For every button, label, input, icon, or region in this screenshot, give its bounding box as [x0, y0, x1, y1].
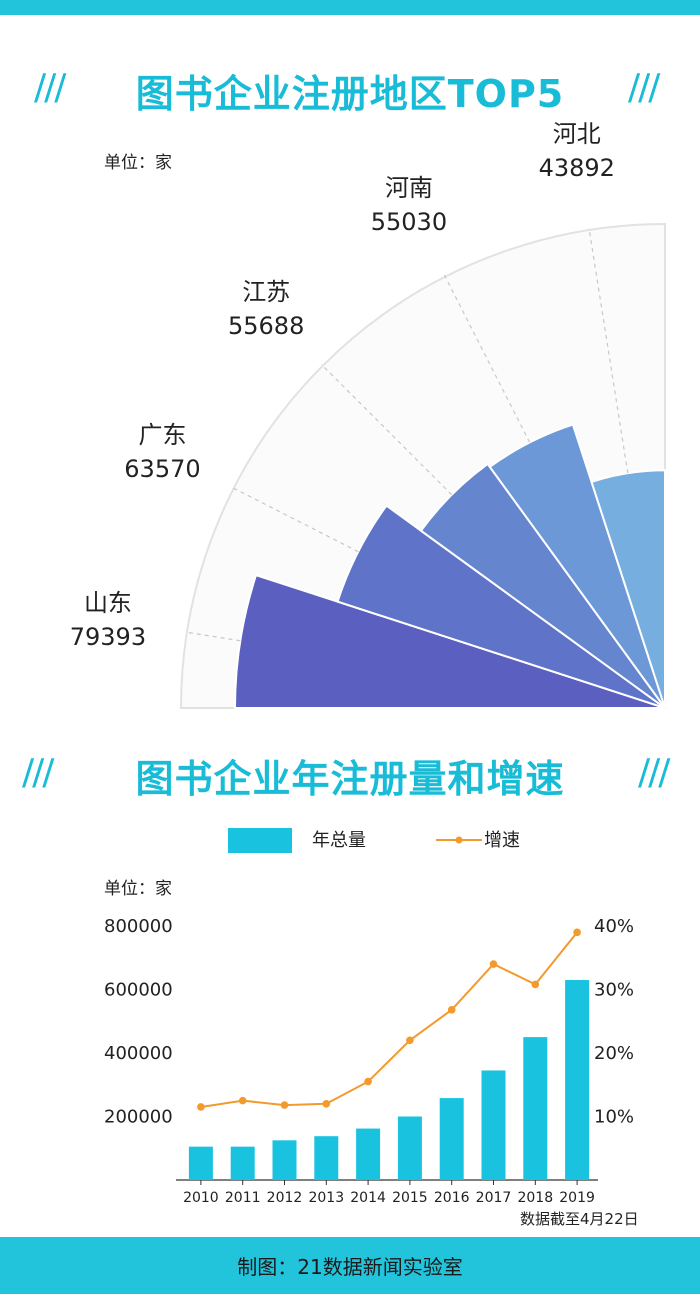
region-label-河北: 河北 43892	[517, 117, 637, 185]
y-tick-label: 400000	[104, 1043, 173, 1064]
bar-2013	[314, 1136, 339, 1180]
x-tick-label: 2019	[559, 1190, 595, 1206]
y2-tick-label: 30%	[594, 980, 634, 1001]
growth-point-2011	[238, 1096, 247, 1105]
title2-slashes-left: ///	[22, 752, 54, 793]
x-tick-label: 2018	[517, 1190, 553, 1206]
region-value: 79393	[69, 622, 147, 651]
bar-2016	[439, 1098, 464, 1180]
growth-point-2016	[447, 1006, 456, 1014]
annual-title-text: 图书企业年注册量和增速	[135, 757, 565, 801]
growth-point-2019	[573, 928, 581, 937]
region-label-江苏: 江苏 55688	[206, 275, 326, 343]
region-label-河南: 河南 55030	[349, 171, 469, 239]
bar-2012	[272, 1140, 297, 1180]
rose-wedge-江苏	[419, 462, 666, 709]
growth-point-2014	[364, 1077, 372, 1086]
region-name: 广东	[138, 420, 187, 449]
y-tick-label: 200000	[104, 1107, 173, 1128]
region-value: 55688	[228, 312, 305, 341]
region-name: 河北	[552, 119, 601, 148]
title-slashes-left: ///	[34, 67, 66, 108]
growth-point-2013	[322, 1100, 331, 1108]
region-name: 江苏	[242, 278, 291, 307]
x-tick-label: 2010	[183, 1190, 219, 1206]
x-tick-label: 2016	[434, 1190, 470, 1206]
y2-tick-label: 40%	[594, 916, 634, 937]
bar-2019	[565, 979, 590, 1180]
title-slashes-right: ///	[628, 67, 660, 108]
legend-line-swatch	[436, 836, 482, 844]
bar-2011	[230, 1146, 255, 1180]
legend-line-label: 增速	[484, 830, 520, 851]
top-accent-bar	[0, 0, 700, 15]
top5-title-text: 图书企业注册地区TOP5	[135, 72, 565, 116]
bar-2018	[523, 1037, 548, 1180]
region-value: 63570	[124, 454, 201, 483]
bar-2015	[397, 1116, 422, 1180]
bar-2014	[356, 1128, 381, 1180]
region-value: 55030	[370, 208, 448, 237]
x-tick-label: 2017	[476, 1190, 512, 1206]
bar-2010	[188, 1146, 213, 1180]
rose-leader-line	[320, 363, 453, 496]
top5-rose-chart	[179, 222, 666, 709]
rose-leader-line	[184, 631, 241, 642]
rose-wedge-河北	[590, 469, 666, 709]
bar-2017	[481, 1070, 506, 1180]
annual-unit-label: 单位：家	[104, 879, 172, 899]
region-label-广东: 广东 63570	[102, 418, 222, 486]
footer-credit: 制图：21数据新闻实验室	[0, 1237, 700, 1294]
legend-bar-label: 年总量	[312, 830, 366, 851]
growth-rate-line	[200, 931, 578, 1108]
y2-tick-label: 20%	[594, 1043, 634, 1064]
data-cutoff-note: 数据截至4月22日	[520, 1210, 639, 1228]
region-value: 43892	[538, 153, 615, 182]
growth-point-2010	[197, 1103, 205, 1111]
region-label-山东: 山东 79393	[48, 586, 168, 654]
x-tick-label: 2015	[392, 1190, 428, 1206]
annual-combo-chart: 200000 400000 600000 800000 10% 20% 30% 40% 2010…	[104, 916, 634, 1206]
y-tick-label: 800000	[104, 916, 173, 937]
rose-wedge-广东	[336, 504, 666, 709]
section-title-top5: /// 图书企业注册地区TOP5 ///	[0, 63, 700, 118]
rose-wedge-山东	[233, 573, 666, 709]
x-tick-label: 2013	[308, 1190, 344, 1206]
rose-leader-line	[588, 227, 629, 474]
region-name: 河南	[384, 174, 433, 203]
rose-wedge-河南	[488, 423, 666, 709]
x-tick-label: 2012	[267, 1190, 303, 1206]
region-name: 山东	[83, 588, 132, 617]
x-tick-label: 2014	[350, 1190, 386, 1206]
growth-point-2018	[531, 980, 540, 989]
y2-tick-label: 10%	[594, 1107, 634, 1128]
y-tick-label: 600000	[104, 980, 173, 1001]
growth-point-2015	[406, 1036, 414, 1045]
title2-slashes-right: ///	[638, 752, 670, 793]
x-tick-label: 2011	[225, 1190, 261, 1206]
growth-point-2017	[489, 960, 498, 968]
legend-bar-swatch	[228, 828, 292, 853]
section-title-annual: /// 图书企业年注册量和增速 ///	[0, 748, 700, 803]
growth-point-2012	[280, 1101, 289, 1109]
top5-unit-label: 单位：家	[104, 153, 172, 173]
